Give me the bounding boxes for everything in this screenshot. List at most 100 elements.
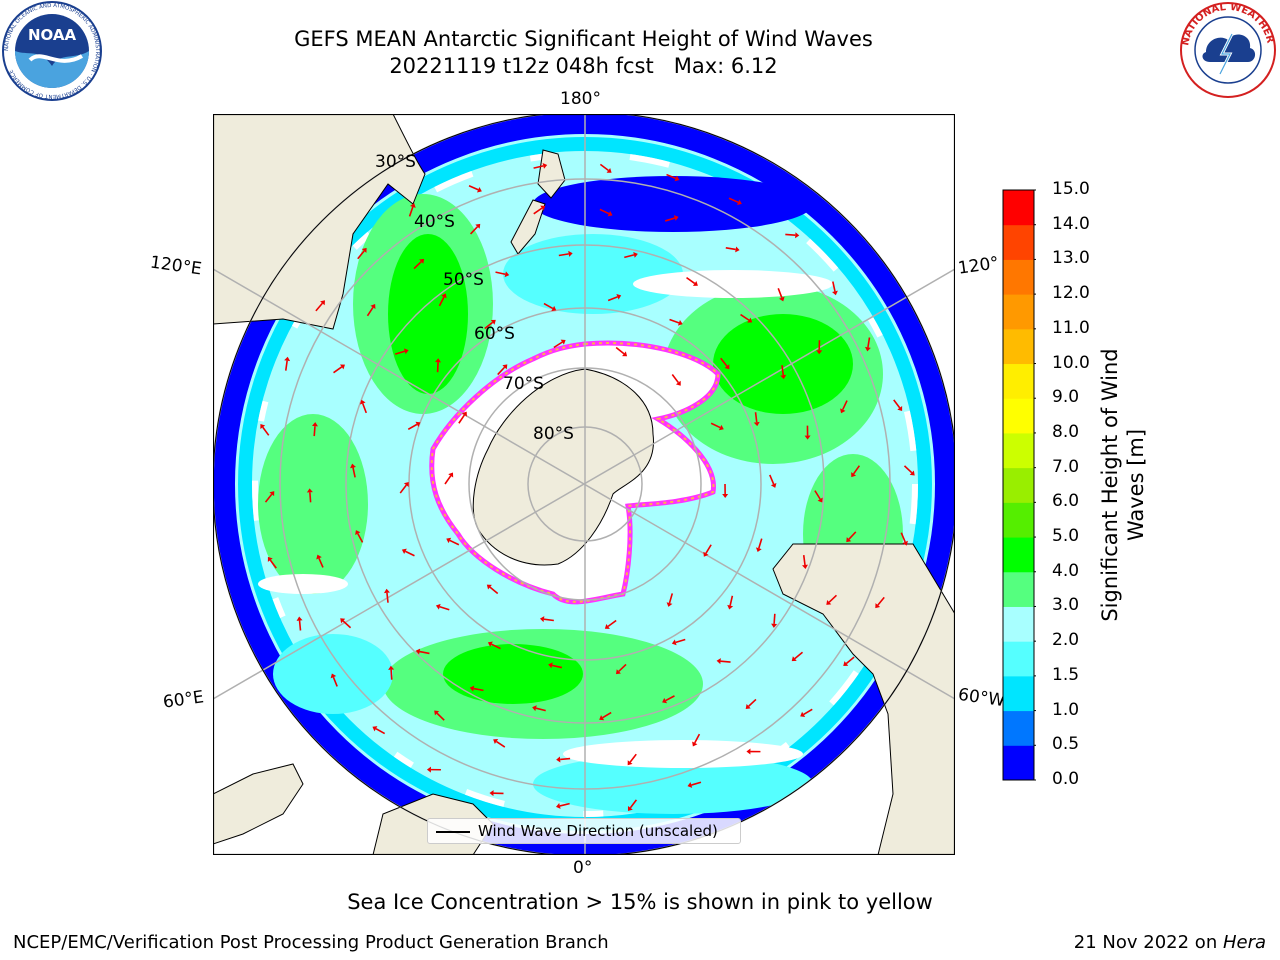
wave-arrow-head xyxy=(826,599,832,605)
wave-arrow-shaft xyxy=(366,306,374,317)
wave-arrow-head xyxy=(666,602,673,607)
wave-arrow-head xyxy=(446,537,452,544)
wave-arrow-shaft xyxy=(602,711,612,719)
wave-arrow-shaft xyxy=(664,217,675,222)
colorbar-label-line1: Significant Height of Wind xyxy=(1098,348,1122,622)
lat-label-60s: 60°S xyxy=(474,324,515,344)
wave-arrow-head xyxy=(627,806,633,812)
wave-arrow-head xyxy=(476,187,482,193)
legend-label: Wind Wave Direction (unscaled) xyxy=(478,822,718,840)
wave-arrow-shaft xyxy=(794,651,804,660)
wave-arrow-shaft xyxy=(399,484,407,494)
wave-arrow-shaft xyxy=(408,206,414,217)
wave-arrow-head xyxy=(780,374,787,380)
colorbar-swatch xyxy=(1003,432,1034,469)
wave-arrow-head xyxy=(846,537,852,543)
colorbar-frame xyxy=(1002,189,1035,781)
wave-arrow-shaft xyxy=(599,163,609,172)
lon-label-120w: 120° xyxy=(956,253,1001,279)
wave-arrow-shaft xyxy=(543,618,554,622)
wave-arrow-head xyxy=(804,435,811,440)
wave-arrow-head xyxy=(832,290,838,296)
wave-arrow-head xyxy=(426,766,431,773)
wave-arrow-shaft xyxy=(618,663,627,672)
wave-arrow-head xyxy=(817,497,823,503)
colorbar-swatch xyxy=(1003,259,1034,295)
wave-arrow-head xyxy=(615,669,621,675)
colorbar-tick-label: 11.0 xyxy=(1052,317,1090,338)
wave-arrow-shaft xyxy=(777,288,783,298)
wave-arrow-head xyxy=(475,223,481,229)
colorbar-tick-label: 8.0 xyxy=(1052,421,1080,442)
wave-arrow-head xyxy=(532,705,537,712)
wave-arrow-head xyxy=(909,470,915,476)
wave-arrow-shaft xyxy=(269,559,277,569)
wave-arrow-shaft xyxy=(900,532,906,543)
wave-arrow-shaft xyxy=(802,555,806,566)
wave-arrow-shaft xyxy=(669,318,680,324)
wave-arrow-head xyxy=(560,339,566,345)
wave-arrow-head xyxy=(622,351,628,357)
wave-arrow-shaft xyxy=(362,403,368,414)
wave-arrow-shaft xyxy=(691,781,702,786)
wave-arrow-head xyxy=(493,739,499,745)
wave-arrow-shaft xyxy=(671,374,679,384)
lon-label-120e: 120°E xyxy=(148,252,203,280)
wave-arrow-head xyxy=(703,551,709,557)
wave-arrow-shaft xyxy=(468,185,479,191)
colorbar-tick-label: 9.0 xyxy=(1052,387,1080,408)
wave-arrow-head xyxy=(419,258,425,264)
lon-label-60w: 60°W xyxy=(956,684,1007,712)
wave-arrow-shaft xyxy=(599,208,610,215)
lat-label-70s: 70°S xyxy=(503,374,544,394)
credit-text: NCEP/EMC/Verification Post Processing Pr… xyxy=(13,932,609,953)
wave-arrow-shaft xyxy=(877,596,885,606)
wave-arrow-shaft xyxy=(533,207,543,215)
wave-arrow-head xyxy=(671,639,677,646)
wave-arrow-shaft xyxy=(728,197,739,204)
colorbar-tick-label: 4.0 xyxy=(1052,560,1080,581)
lon-label-180: 180° xyxy=(560,89,601,109)
wave-arrow-head xyxy=(435,358,442,363)
wave-arrow-head xyxy=(755,547,762,553)
colorbar-tick-label: 14.0 xyxy=(1052,213,1090,234)
colorbar-tick-label: 12.0 xyxy=(1052,283,1090,304)
nws-logo-icon: NATIONAL WEATHER SERVICE xyxy=(1176,0,1276,98)
wave-arrow-shaft xyxy=(666,173,677,180)
wave-arrow-shaft xyxy=(284,360,288,371)
wave-arrow-head xyxy=(361,247,367,253)
wave-arrow-head xyxy=(606,167,612,173)
wave-arrow-shaft xyxy=(559,802,570,807)
wave-arrow-shaft xyxy=(438,296,445,307)
wave-arrow-head xyxy=(802,564,808,570)
colorbar-tick-label: 1.0 xyxy=(1052,699,1080,720)
wave-arrow-head xyxy=(330,673,337,679)
wave-arrow-shaft xyxy=(560,757,571,761)
colorbar-swatch xyxy=(1003,467,1034,503)
wave-arrow-head xyxy=(897,406,903,412)
wave-arrow-shaft xyxy=(535,707,546,712)
colorbar-swatch xyxy=(1003,328,1034,365)
wave-arrow-shaft xyxy=(419,650,430,655)
wave-arrow-head xyxy=(339,364,345,370)
wave-arrow-head xyxy=(716,658,721,665)
wave-arrow-shaft xyxy=(357,533,364,543)
wave-arrow-shaft xyxy=(495,271,506,276)
wave-arrow-head xyxy=(851,472,857,478)
wave-arrow-shaft xyxy=(754,412,758,423)
wave-arrow-head xyxy=(539,616,545,623)
wave-arrow-head xyxy=(311,422,318,427)
wave-arrow-shaft xyxy=(558,253,569,257)
wave-arrow-shaft xyxy=(496,740,506,748)
colorbar-swatch xyxy=(1003,398,1034,434)
wave-arrow-shaft xyxy=(315,302,323,312)
colorbar-tick-label: 6.0 xyxy=(1052,491,1080,512)
wave-arrow-shaft xyxy=(705,544,712,554)
colorbar-tick-label: 2.0 xyxy=(1052,630,1080,651)
map-legend: Wind Wave Direction (unscaled) xyxy=(427,818,741,844)
wave-arrow-head xyxy=(770,482,777,488)
colorbar-swatch xyxy=(1003,710,1034,746)
colorbar-tick-label: 15.0 xyxy=(1052,179,1090,199)
wave-arrow-head xyxy=(627,760,633,766)
wave-arrow-shaft xyxy=(439,605,450,611)
